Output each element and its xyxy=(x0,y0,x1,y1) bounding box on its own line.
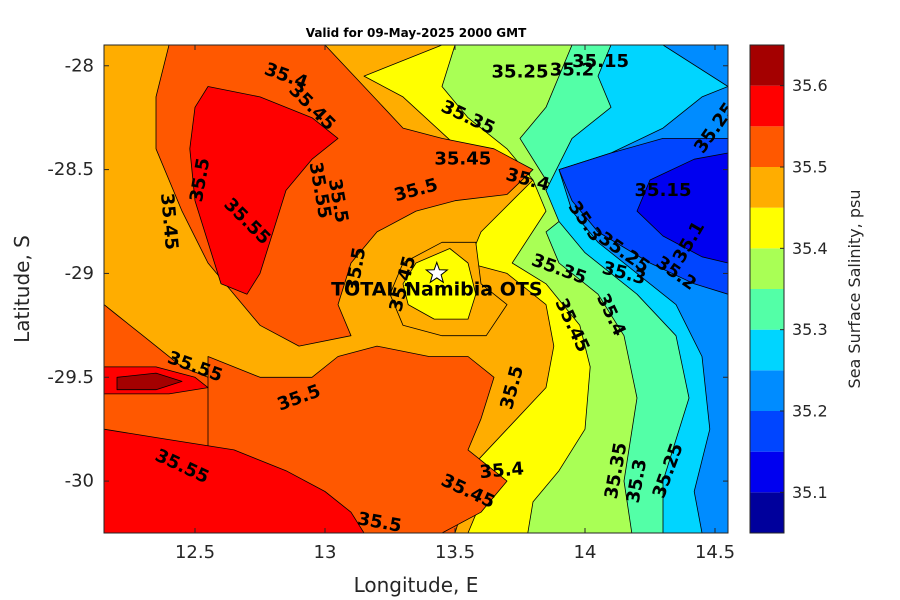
colorbar-label: Sea Surface Salinity, psu xyxy=(845,190,864,389)
x-tick-label: 12.5 xyxy=(175,542,215,563)
colorbar-band xyxy=(750,167,784,208)
colorbar-band xyxy=(750,370,784,411)
y-tick-label: -29.5 xyxy=(47,367,94,388)
colorbar-band xyxy=(750,289,784,330)
x-tick-label: 13 xyxy=(314,542,337,563)
colorbar-band xyxy=(750,85,784,127)
contour-band-16 xyxy=(116,372,183,391)
x-tick-label: 14.5 xyxy=(695,542,735,563)
contour-band-12 xyxy=(402,248,477,320)
colorbar-tick-label: 35.3 xyxy=(792,320,828,339)
contour-label: 35.15 xyxy=(572,51,629,72)
colorbar-frame xyxy=(749,44,785,534)
colorbar-tick-label: 35.5 xyxy=(792,158,828,177)
chart-title: Valid for 09-May-2025 2000 GMT xyxy=(306,26,527,40)
colorbar-band xyxy=(750,45,784,86)
colorbar-band xyxy=(750,451,784,493)
contour-label: 35.4 xyxy=(479,458,525,483)
colorbar-tick-label: 35.4 xyxy=(792,239,828,258)
colorbar-band xyxy=(750,492,784,533)
axes: 12.5 13 13.5 14 14.5 -28 -28.5 -29 -29.5 -30 xyxy=(47,45,735,563)
contour-label: 35.25 xyxy=(492,61,549,82)
contour-band-13 xyxy=(104,428,365,533)
y-tick-label: -28.5 xyxy=(47,159,94,180)
colorbar-band xyxy=(750,126,784,167)
contour-label: 35.2 xyxy=(550,59,594,80)
site-star-marker xyxy=(424,260,449,284)
y-tick-label: -29 xyxy=(65,263,94,284)
colorbar-band xyxy=(750,329,784,371)
plot-frame xyxy=(103,44,729,534)
contour-band-15 xyxy=(189,86,339,295)
colorbar: 35.1 35.2 35.3 35.4 35.5 35.6 xyxy=(749,44,828,534)
colorbar-tick-label: 35.6 xyxy=(792,76,828,95)
colorbar-tick-label: 35.1 xyxy=(792,483,828,502)
colorbar-tick-label: 35.2 xyxy=(792,402,828,421)
contour-band-7 xyxy=(636,152,728,264)
colorbar-band xyxy=(750,248,784,289)
colorbar-band xyxy=(750,207,784,249)
y-tick-label: -28 xyxy=(65,55,94,76)
contour-label: 35.45 xyxy=(434,149,491,170)
y-tick-label: -30 xyxy=(65,471,94,492)
x-tick-label: 14 xyxy=(574,542,597,563)
contour-label: 35.45 xyxy=(156,192,182,251)
contour-label: 35.15 xyxy=(635,180,692,201)
colorbar-band xyxy=(750,411,784,452)
x-axis-label: Longitude, E xyxy=(354,573,479,597)
x-tick-label: 13.5 xyxy=(435,542,475,563)
y-axis-label: Latitude, S xyxy=(10,235,34,343)
site-label: TOTAL Namibia OTS xyxy=(331,278,542,300)
